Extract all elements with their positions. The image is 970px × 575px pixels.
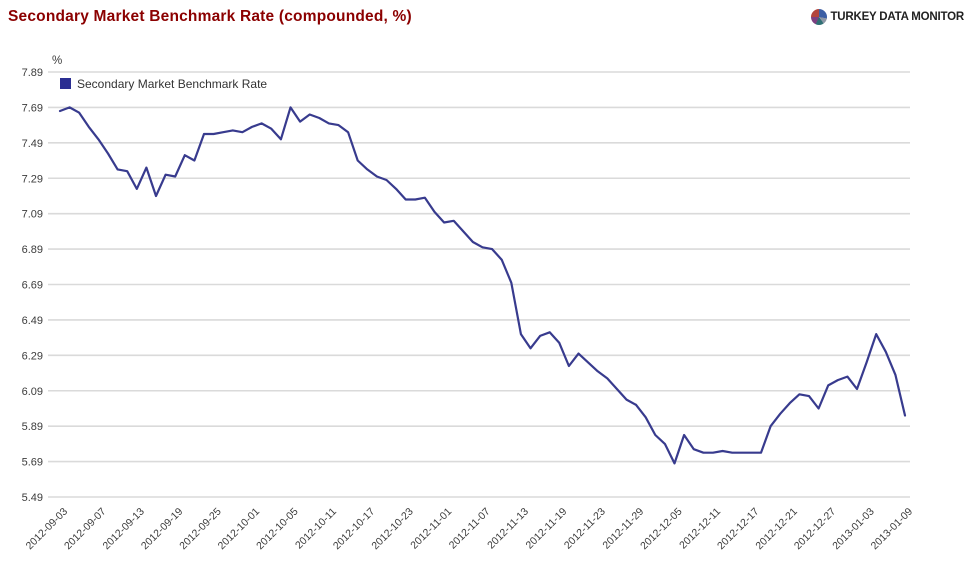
legend-label: Secondary Market Benchmark Rate: [77, 77, 267, 91]
benchmark-rate-chart: 7.89 7.69 7.49 7.29 7.09 6.89 6.69 6.49 6.29 6.09…: [22, 55, 916, 553]
y-tick-label: 5.69: [22, 457, 43, 469]
y-tick-label: 6.29: [22, 350, 43, 362]
legend-marker: [60, 78, 71, 89]
y-tick-label: 7.89: [22, 67, 43, 79]
brand-logo: TURKEY DATA MONITOR: [811, 9, 964, 25]
y-tick-label: 6.49: [22, 315, 43, 327]
y-axis-labels: 7.89 7.69 7.49 7.29 7.09 6.89 6.69 6.49 6.29 6.09…: [22, 67, 43, 504]
x-tick-label: 2012-10-05: [254, 506, 301, 553]
y-tick-label: 5.49: [22, 492, 43, 504]
chart-title: Secondary Market Benchmark Rate (compoun…: [8, 8, 412, 25]
chart-area: 7.89 7.69 7.49 7.29 7.09 6.89 6.69 6.49 6.29 6.09…: [0, 50, 970, 570]
pie-chart-logo-icon: [811, 9, 828, 25]
legend: Secondary Market Benchmark Rate: [60, 77, 267, 91]
y-tick-label: 7.69: [22, 102, 43, 114]
x-tick-label: 2012-12-05: [638, 506, 685, 553]
y-tick-label: 7.09: [22, 209, 43, 221]
y-axis-unit-label: %: [52, 55, 62, 67]
y-tick-label: 6.69: [22, 280, 43, 292]
x-axis-labels: 2012-09-032012-09-072012-09-132012-09-19…: [24, 506, 916, 553]
brand-name: TURKEY DATA MONITOR: [830, 11, 964, 23]
x-tick-label: 2013-01-09: [869, 506, 916, 553]
y-tick-label: 6.09: [22, 386, 43, 398]
y-tick-label: 7.29: [22, 173, 43, 185]
x-tick-label: 2012-10-23: [369, 506, 416, 553]
series-line: [58, 106, 907, 465]
y-tick-label: 6.89: [22, 244, 43, 256]
y-tick-label: 5.89: [22, 421, 43, 433]
gridlines: [48, 71, 910, 498]
y-tick-label: 7.49: [22, 138, 43, 150]
